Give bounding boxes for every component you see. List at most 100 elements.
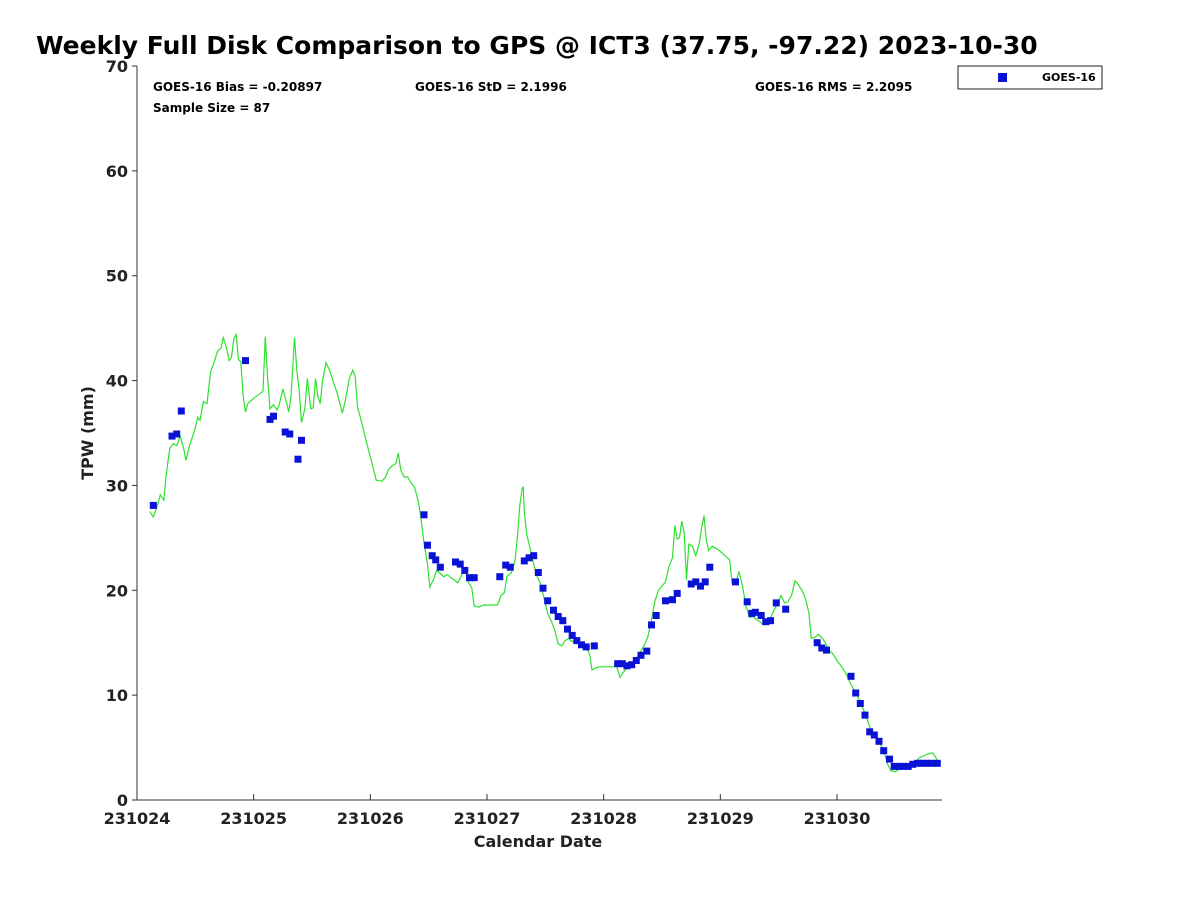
goes16-point	[149, 501, 157, 509]
goes16-point	[298, 436, 305, 444]
goes16-point	[648, 621, 655, 629]
goes16-point	[856, 700, 864, 707]
goes16-point	[573, 637, 581, 645]
goes16-point	[632, 657, 640, 664]
goes16-point	[870, 731, 878, 739]
goes16-point	[687, 580, 695, 588]
y-tick-label: 0	[117, 791, 128, 810]
goes16-point	[669, 596, 676, 604]
goes16-point	[496, 573, 504, 581]
goes16-point	[818, 644, 826, 652]
goes16-point	[436, 563, 444, 571]
goes16-point-layer	[149, 357, 941, 770]
goes16-point	[452, 558, 459, 566]
gps-tpw-line	[149, 332, 940, 773]
x-tick-label: 231025	[220, 809, 287, 828]
goes16-point	[933, 759, 941, 767]
goes16-point	[177, 407, 185, 415]
x-tick-label: 231029	[687, 809, 754, 828]
y-axis-label: TPW (mm)	[78, 386, 97, 480]
rms-stat: GOES-16 RMS = 2.2095	[755, 80, 912, 94]
goes16-point	[534, 569, 542, 576]
goes16-point	[852, 689, 860, 697]
legend-box	[957, 65, 1103, 90]
legend: GOES-16	[957, 65, 1103, 90]
goes16-point	[900, 762, 907, 770]
goes16-point	[886, 755, 893, 763]
goes16-point	[673, 589, 681, 597]
goes16-point	[751, 608, 759, 616]
goes16-point	[866, 728, 874, 736]
goes16-point	[456, 560, 464, 568]
x-tick-label: 231030	[804, 809, 871, 828]
goes16-point	[909, 760, 917, 768]
goes16-point	[242, 357, 249, 365]
y-tick-label: 40	[106, 372, 128, 391]
goes16-point	[918, 759, 926, 767]
y-tick-label: 70	[106, 57, 128, 76]
goes16-point	[895, 762, 903, 770]
x-axis-ticks: 231024 231025 231026 231027 231028 231029 2310…	[104, 794, 871, 828]
goes16-point	[757, 612, 765, 619]
legend-marker-goes16	[998, 73, 1007, 82]
goes16-point	[772, 599, 780, 607]
goes16-point	[466, 574, 473, 582]
goes16-point	[618, 660, 626, 668]
goes16-point	[590, 642, 598, 650]
gps-line-layer	[149, 332, 940, 773]
goes16-point	[813, 639, 821, 647]
goes16-point	[623, 662, 631, 670]
x-axis-label: Calendar Date	[474, 832, 603, 851]
goes16-point	[539, 584, 547, 592]
std-stat: GOES-16 StD = 2.1996	[415, 80, 567, 94]
goes16-point	[637, 651, 645, 659]
goes16-point	[628, 661, 636, 669]
goes16-point	[904, 762, 912, 770]
chart-title: Weekly Full Disk Comparison to GPS @ ICT…	[36, 31, 1038, 60]
goes16-point	[697, 582, 704, 590]
goes16-point	[692, 578, 700, 586]
y-tick-label: 60	[106, 162, 128, 181]
goes16-point	[525, 554, 533, 562]
x-tick-label: 231028	[570, 809, 637, 828]
x-tick-label: 231027	[454, 809, 521, 828]
plot-area	[136, 66, 942, 801]
goes16-point	[706, 563, 714, 571]
goes16-point	[470, 574, 478, 582]
goes16-point	[432, 556, 440, 564]
y-axis-ticks: 0 10 20 30 40 50 60 70	[106, 57, 137, 810]
goes16-point	[286, 430, 294, 438]
y-tick-label: 30	[106, 476, 128, 495]
goes16-point	[823, 646, 830, 654]
goes16-point	[568, 631, 576, 639]
goes16-point	[782, 605, 790, 613]
y-tick-label: 10	[106, 686, 128, 705]
goes16-point	[564, 625, 571, 633]
goes16-point	[762, 618, 770, 626]
goes16-point	[506, 563, 514, 571]
goes16-point	[424, 541, 431, 549]
sample-size-stat: Sample Size = 87	[153, 101, 270, 115]
goes16-point	[875, 737, 883, 745]
goes16-point	[420, 511, 428, 519]
goes16-point	[652, 612, 660, 619]
goes16-point	[582, 643, 590, 651]
goes16-point	[614, 660, 622, 668]
legend-label-goes16: GOES-16	[1042, 71, 1096, 84]
goes16-point	[923, 759, 931, 767]
goes16-point	[270, 412, 277, 420]
x-tick-label: 231026	[337, 809, 404, 828]
goes16-point	[767, 617, 774, 625]
goes16-point	[890, 762, 898, 770]
goes16-point	[732, 578, 739, 586]
goes16-point	[168, 432, 176, 440]
goes16-point	[173, 430, 181, 438]
x-tick-label: 231024	[104, 809, 171, 828]
goes16-point	[559, 617, 567, 625]
goes16-point	[550, 606, 557, 614]
goes16-point	[928, 759, 935, 767]
goes16-point	[530, 552, 538, 560]
goes16-point	[880, 747, 888, 755]
goes16-point	[743, 598, 751, 606]
